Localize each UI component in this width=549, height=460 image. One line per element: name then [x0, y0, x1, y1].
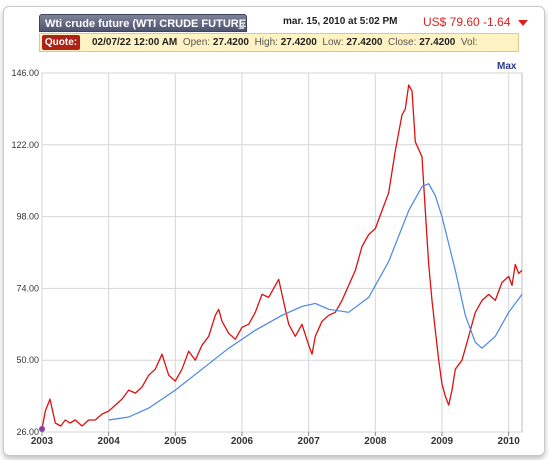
crosshair-marker[interactable] [39, 426, 45, 433]
x-tick-label: 2010 [498, 436, 521, 447]
high-value: 27.4200 [280, 37, 317, 48]
close-value: 27.4200 [419, 37, 456, 48]
low-value: 27.4200 [346, 37, 383, 48]
open-value: 27.4200 [212, 37, 249, 48]
y-tick-label: 50.00 [16, 355, 39, 365]
price-series-line [41, 84, 523, 430]
x-tick-label: 2009 [431, 436, 454, 447]
tab-corner-icon [238, 23, 244, 29]
y-tick-label: 74.00 [16, 283, 39, 293]
current-price: US$ 79.60 -1.64 [423, 15, 511, 29]
moving-average-line [108, 183, 523, 421]
close-label: Close: [388, 37, 417, 48]
quote-bar: Quote: 02/07/22 12:00 AM Open: 27.4200 H… [39, 33, 519, 52]
y-tick-label: 26.00 [16, 427, 39, 437]
plot-area [41, 72, 523, 433]
y-tick-label: 122.00 [11, 140, 39, 150]
high-label: High: [254, 37, 278, 48]
quote-datetime-header: mar. 15, 2010 at 5:02 PM [283, 16, 398, 27]
x-tick-label: 2006 [231, 436, 254, 447]
quote-fields: 02/07/22 12:00 AM Open: 27.4200 High: 27… [92, 37, 478, 48]
x-tick-label: 2005 [164, 436, 187, 447]
x-tick-label: 2007 [298, 436, 321, 447]
chart-title: Wti crude future (WTI CRUDE FUTURE [45, 18, 247, 30]
vol-label: Vol: [460, 37, 478, 48]
low-label: Low: [322, 37, 344, 48]
x-tick-label: 2008 [364, 436, 387, 447]
y-tick-label: 146.00 [11, 68, 39, 78]
quote-datetime: 02/07/22 12:00 AM [92, 37, 178, 48]
open-label: Open: [182, 37, 211, 48]
x-tick-label: 2004 [98, 436, 121, 447]
title-tab[interactable]: Wti crude future (WTI CRUDE FUTURE [39, 14, 247, 32]
quote-label: Quote: [42, 35, 80, 50]
range-max-button[interactable]: Max [497, 61, 517, 72]
x-tick-label: 2003 [31, 436, 54, 447]
y-tick-label: 98.00 [16, 212, 39, 222]
price-down-arrow-icon [518, 20, 528, 26]
